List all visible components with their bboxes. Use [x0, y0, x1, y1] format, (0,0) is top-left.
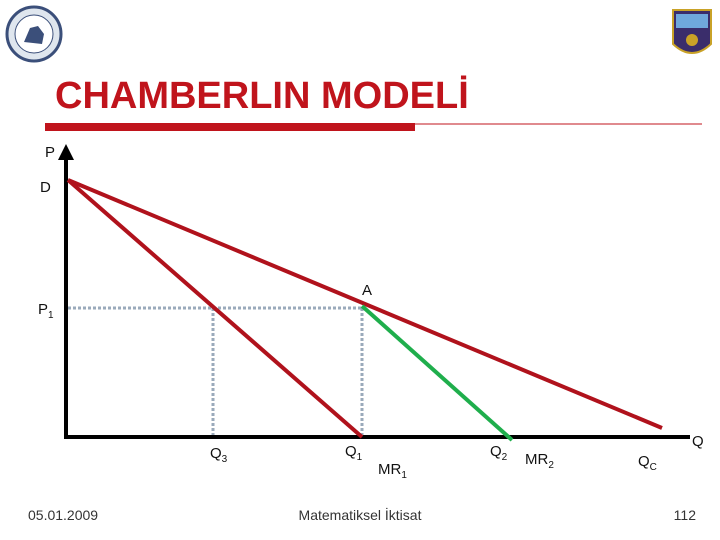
footer-date: 05.01.2009: [28, 507, 98, 523]
guides: [68, 306, 364, 437]
label-main: Q: [210, 445, 222, 462]
footer-course: Matematiksel İktisat: [299, 506, 422, 523]
label-main: Q: [638, 453, 650, 470]
label-main: Q: [490, 443, 502, 460]
label-main: A: [362, 282, 372, 299]
label-sub: C: [650, 462, 657, 473]
mr1-curve: [66, 178, 364, 439]
label-main: D: [40, 179, 51, 196]
label-sub: 3: [222, 454, 228, 465]
label-main: Q: [692, 433, 704, 450]
label-sub: 1: [401, 470, 407, 481]
label-sub: 2: [502, 452, 508, 463]
label-main: MR: [378, 461, 401, 478]
axis-label: MR2: [525, 451, 554, 471]
axis-label: P: [45, 144, 55, 161]
page-number: 112: [674, 507, 697, 523]
label-sub: 2: [548, 460, 554, 471]
axis-label: A: [362, 282, 372, 299]
mr2-curve: [360, 304, 514, 442]
label-main: P: [38, 301, 48, 318]
left-logo: [5, 5, 63, 63]
axis-label: QC: [638, 453, 657, 473]
label-main: Q: [345, 443, 357, 460]
title-bar: [45, 123, 415, 131]
label-main: P: [45, 144, 55, 161]
axis-label: Q3: [210, 445, 228, 465]
label-main: MR: [525, 451, 548, 468]
label-sub: 1: [357, 452, 363, 463]
axis-label: Q: [692, 433, 704, 450]
axis-label: P1: [38, 301, 54, 321]
axis-label: MR1: [378, 461, 407, 481]
demand-curve: [67, 178, 663, 430]
axis-arrow: [58, 144, 74, 160]
right-logo: [672, 9, 712, 54]
axis-label: Q1: [345, 443, 363, 463]
label-sub: 1: [48, 310, 54, 321]
axis-label: Q2: [490, 443, 508, 463]
title: CHAMBERLIN MODELİ: [55, 75, 469, 117]
axis-label: D: [40, 179, 51, 196]
